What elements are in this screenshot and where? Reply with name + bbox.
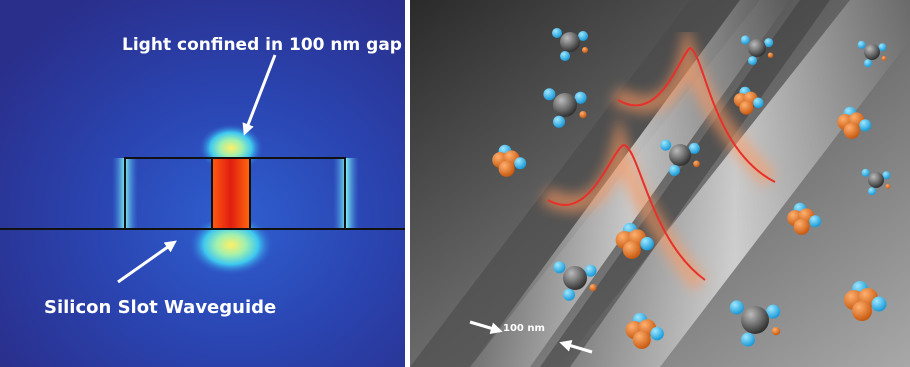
scale-label: 100 nm [503, 323, 545, 334]
carbon [864, 44, 880, 60]
carbon [748, 39, 766, 57]
atom [772, 327, 780, 335]
hydrogen [660, 140, 671, 151]
oxygen [844, 123, 860, 139]
oxygen [499, 161, 515, 177]
oxygen [852, 301, 872, 321]
hydrogen [864, 59, 872, 67]
atom [886, 184, 891, 189]
hydrogen [741, 333, 755, 347]
hydrogen [809, 215, 821, 227]
hydrogen [563, 289, 575, 301]
carbon [563, 266, 587, 290]
hydrogen [650, 327, 664, 341]
hydrogen [730, 300, 744, 314]
atom [582, 47, 588, 53]
waveguide-label: Silicon Slot Waveguide [44, 297, 276, 318]
hydrogen [868, 187, 876, 195]
sem-panel: 100 nm [410, 0, 910, 367]
atom [589, 284, 596, 291]
carbon [560, 32, 580, 52]
oxygen [794, 219, 810, 235]
hydrogen [753, 98, 764, 109]
hydrogen [514, 157, 526, 169]
hydrogen [862, 169, 870, 177]
hydrogen [560, 51, 570, 61]
carbon [868, 172, 884, 188]
hydrogen [553, 261, 565, 273]
atom [579, 111, 586, 118]
hydrogen [543, 88, 555, 100]
hydrogen [552, 28, 562, 38]
gap-label: Light confined in 100 nm gap [122, 35, 402, 55]
atom [693, 161, 700, 168]
hydrogen [553, 116, 565, 128]
carbon [553, 93, 577, 117]
figure: Light confined in 100 nm gap Silicon Slo… [0, 0, 910, 367]
hydrogen [669, 165, 680, 176]
carbon [669, 144, 691, 166]
hydrogen [872, 297, 887, 312]
simulation-panel: Light confined in 100 nm gap Silicon Slo… [0, 0, 405, 367]
carbon [741, 306, 769, 334]
hydrogen [859, 119, 871, 131]
oxygen [623, 241, 641, 259]
hydrogen [741, 35, 750, 44]
atom [768, 53, 773, 58]
hydrogen [858, 41, 866, 49]
oxygen [633, 331, 651, 349]
hydrogen [640, 237, 654, 251]
atom [882, 56, 887, 61]
hydrogen [748, 56, 757, 65]
oxygen [739, 101, 753, 115]
